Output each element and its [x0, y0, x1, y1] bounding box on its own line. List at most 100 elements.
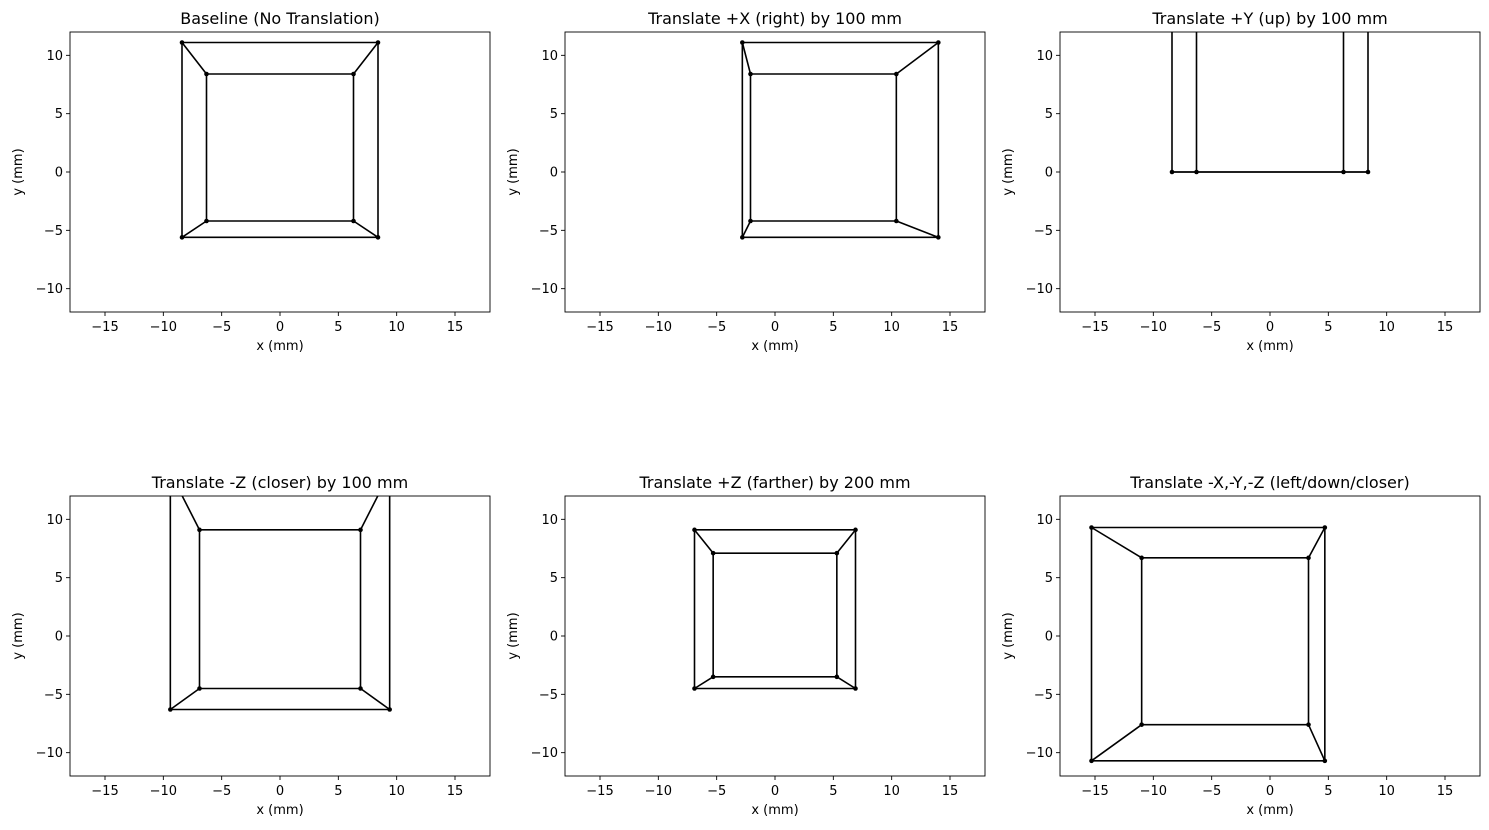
- chart-title: Translate -X,-Y,-Z (left/down/closer): [1129, 473, 1409, 492]
- y-tick-label: −10: [36, 282, 63, 297]
- vertex-point: [1341, 169, 1346, 175]
- x-tick-label: 15: [1437, 320, 1454, 335]
- edge-0-4: [181, 220, 208, 239]
- axes-frame: [564, 495, 986, 777]
- x-tick-label: 5: [829, 784, 837, 799]
- y-tick-label: −10: [1026, 282, 1053, 297]
- vertex-point: [748, 71, 753, 77]
- edge-3-7: [181, 496, 201, 531]
- x-tick-label: −10: [645, 320, 672, 335]
- x-tick-label: −5: [1202, 784, 1221, 799]
- x-tick-label: 5: [1324, 320, 1332, 335]
- x-tick-label: 0: [276, 320, 284, 335]
- vertex-point: [387, 707, 392, 712]
- x-tick-label: 15: [942, 784, 959, 799]
- vertex-point: [692, 686, 697, 691]
- vertex-point: [351, 71, 356, 77]
- y-axis-label: y (mm): [506, 148, 521, 195]
- x-tick-label: −15: [586, 320, 613, 335]
- vertex-point: [1194, 169, 1199, 175]
- vertex-point: [1306, 722, 1311, 727]
- vertex-point: [358, 527, 363, 533]
- x-tick-label: −15: [1081, 784, 1108, 799]
- edge-0-4: [169, 687, 201, 711]
- x-tick-label: −10: [645, 784, 672, 799]
- x-tick-label: −10: [1140, 784, 1167, 799]
- vertex-point: [351, 218, 356, 224]
- vertex-point: [710, 550, 716, 556]
- y-axis-label: y (mm): [506, 612, 521, 659]
- vertex-point: [1306, 555, 1311, 561]
- y-axis-label: y (mm): [1001, 148, 1016, 195]
- vertex-point: [710, 674, 716, 680]
- x-axis-label: x (mm): [1246, 339, 1293, 354]
- x-tick-label: 15: [1437, 784, 1454, 799]
- x-tick-label: 10: [1378, 320, 1395, 335]
- vertex-point: [1322, 525, 1328, 530]
- y-tick-label: −5: [44, 224, 63, 239]
- edges: [692, 527, 858, 691]
- edge-0-4: [741, 220, 752, 239]
- x-axis-label: x (mm): [751, 803, 798, 818]
- vertex-point: [179, 235, 185, 240]
- chart-title: Translate +Z (farther) by 200 mm: [638, 473, 910, 492]
- edge-2-6: [1307, 526, 1326, 559]
- vertex-point: [834, 674, 840, 680]
- x-tick-label: −10: [150, 320, 177, 335]
- y-tick-label: 10: [1036, 513, 1053, 528]
- edge-1-5: [836, 676, 857, 690]
- vertex-point: [1169, 169, 1175, 175]
- edges: [168, 496, 392, 712]
- y-tick-label: 5: [55, 107, 63, 122]
- y-tick-label: 5: [1045, 571, 1053, 586]
- x-tick-label: 5: [1324, 784, 1332, 799]
- y-tick-label: 5: [1045, 107, 1053, 122]
- y-tick-label: 10: [46, 49, 63, 64]
- x-tick-label: 15: [942, 320, 959, 335]
- vertex-point: [197, 527, 202, 533]
- vertex-point: [1365, 169, 1371, 175]
- edge-2-6: [836, 529, 857, 554]
- vertex-point: [894, 71, 899, 77]
- x-tick-label: 5: [829, 320, 837, 335]
- vertex-point: [936, 235, 941, 240]
- chart-title: Translate -Z (closer) by 100 mm: [151, 473, 408, 492]
- y-tick-label: 5: [55, 571, 63, 586]
- subplot-3: −15 −10 −5 0 5 10 15 −10 −5 0 5 10 Translate +Y (up)…: [1001, 9, 1481, 354]
- subplot-1: −15 −10 −5 0 5 10 15 −10 −5 0 5 10 Baseline (No Tran…: [11, 9, 491, 354]
- subplot-6: −15 −10 −5 0 5 10 15 −10 −5 0 5 10 Translate -X,-Y,-…: [1001, 473, 1481, 818]
- x-tick-label: 10: [388, 784, 405, 799]
- x-tick-label: −10: [150, 784, 177, 799]
- vertex-point: [197, 686, 202, 691]
- edge-0-4: [1090, 723, 1143, 762]
- x-axis-label: x (mm): [751, 339, 798, 354]
- vertex-point: [853, 527, 858, 533]
- chart-title: Translate +Y (up) by 100 mm: [1151, 9, 1387, 28]
- y-tick-label: −5: [1034, 224, 1053, 239]
- vertex-point: [375, 40, 381, 45]
- vertex-point: [1089, 525, 1094, 530]
- x-tick-label: −5: [707, 320, 726, 335]
- chart-title: Translate +X (right) by 100 mm: [647, 9, 902, 28]
- y-tick-label: −10: [531, 282, 558, 297]
- edge-1-5: [1307, 723, 1326, 762]
- y-tick-label: 0: [550, 166, 558, 181]
- axes-frame: [1059, 495, 1481, 777]
- y-tick-label: 0: [1045, 166, 1053, 181]
- y-axis-label: y (mm): [11, 612, 26, 659]
- vertex-point: [168, 707, 173, 712]
- vertex-point: [358, 686, 363, 691]
- y-tick-label: 0: [55, 630, 63, 645]
- y-tick-label: −5: [1034, 688, 1053, 703]
- x-tick-label: −15: [1081, 320, 1108, 335]
- edge-1-5: [359, 687, 391, 711]
- x-tick-label: −5: [1202, 320, 1221, 335]
- y-tick-label: 5: [550, 107, 558, 122]
- x-tick-label: 10: [388, 320, 405, 335]
- x-tick-label: 15: [447, 784, 464, 799]
- y-tick-label: 0: [55, 166, 63, 181]
- vertex-point: [1139, 555, 1144, 561]
- edges: [1169, 32, 1371, 175]
- y-tick-label: 10: [541, 513, 558, 528]
- vertex-point: [834, 550, 840, 556]
